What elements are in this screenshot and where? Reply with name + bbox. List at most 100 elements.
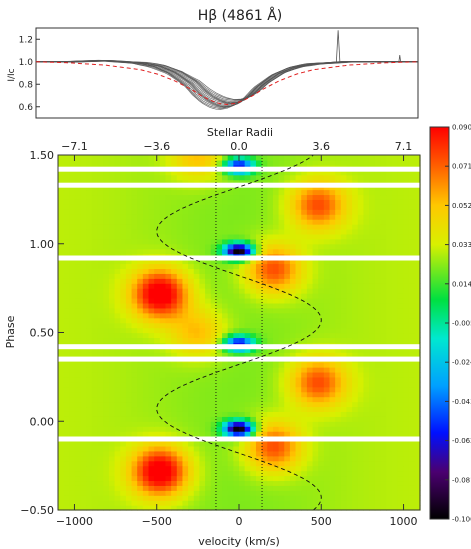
heatmap-cell [131,381,138,388]
heatmap-cell [267,278,274,284]
heatmap-cell [340,362,348,368]
heatmap-cell [103,263,110,269]
heatmap-cell [165,288,172,294]
heatmap-cell [374,273,382,279]
heatmap-cell [80,460,87,467]
heatmap-cell [386,189,393,196]
heatmap-cell [69,401,76,408]
heatmap-cell [91,421,99,427]
heatmap-cell [80,288,87,294]
heatmap-cell [391,460,398,467]
heatmap-cell [386,445,393,452]
heatmap-cell [97,371,104,378]
heatmap-cell [289,283,297,289]
heatmap-cell [363,480,370,486]
heatmap-cell [86,445,93,452]
heatmap-cell [255,243,263,250]
heatmap-cell [346,421,353,427]
heatmap-cell [227,362,234,368]
heatmap-cell [103,189,110,196]
heatmap-cell [74,337,82,343]
heatmap-cell [210,268,217,274]
heatmap-cell [227,219,234,225]
heatmap-cell [165,228,172,235]
heatmap-cell [278,322,285,329]
heatmap-cell [233,470,240,477]
heatmap-cell [233,174,240,181]
heatmap-cell [278,470,285,477]
heatmap-cell [74,302,82,309]
heatmap-cell [114,440,121,447]
heatmap-cell [216,480,223,486]
heatmap-cell [335,371,342,378]
heatmap-cell [125,500,133,506]
heatmap-cell [69,450,76,457]
heatmap-cell [363,179,370,186]
heatmap-cell [120,297,127,304]
heatmap-cell [103,500,110,506]
x-tick-label: −1000 [56,515,93,528]
heatmap-cell [323,396,331,403]
heatmap-cell [80,367,87,373]
heatmap-cell [159,293,167,299]
top-axis-label: Stellar Radii [207,126,273,139]
heatmap-cell [267,199,274,205]
heatmap-cell [142,440,150,447]
heatmap-cell [267,179,274,186]
heatmap-cell [380,258,387,265]
heatmap-cell [278,367,285,373]
heatmap-cell [148,500,155,506]
heatmap-cell [318,278,325,284]
heatmap-cell [335,460,342,467]
heatmap-cell [199,386,206,393]
heatmap-cell [188,224,195,230]
heatmap-cell [199,495,206,501]
heatmap-cell [210,174,217,181]
heatmap-cell [267,421,274,427]
heatmap-cell [357,312,365,319]
profile-line [35,60,419,101]
heatmap-cell [210,367,217,373]
heatmap-cell [227,401,234,408]
heatmap-cell [386,288,393,294]
heatmap-cell [125,367,133,373]
heatmap-cell [193,155,201,161]
heatmap-cell [414,263,421,269]
heatmap-cell [63,362,70,368]
heatmap-cell [171,411,178,417]
heatmap-cell [250,391,257,398]
heatmap-cell [233,219,240,225]
heatmap-cell [397,386,404,393]
heatmap-cell [188,386,195,393]
heatmap-cell [380,362,387,368]
heatmap-cell [165,440,172,447]
heatmap-cell [125,416,133,422]
heatmap-cell [74,470,82,477]
heatmap-cell [408,302,415,309]
heatmap-cell [205,431,212,437]
heatmap-cell [312,426,319,432]
heatmap-cell [289,391,297,398]
heatmap-cell [205,174,212,181]
heatmap-cell [301,199,308,205]
heatmap-cell [318,258,325,265]
heatmap-cell [58,455,65,462]
heatmap-cell [301,327,308,334]
heatmap-cell [250,327,257,334]
heatmap-cell [233,214,240,220]
heatmap-cell [91,189,99,196]
heatmap-cell [357,505,365,511]
heatmap-cell [114,312,121,319]
heatmap-cell [250,371,257,378]
heatmap-cell [408,293,415,299]
heatmap-cell [397,421,404,427]
heatmap-cell [154,179,161,186]
heatmap-cell [289,159,297,166]
heatmap-cell [103,307,110,314]
heatmap-cell [312,396,319,403]
heatmap-cell [58,327,65,334]
heatmap-cell [329,490,336,496]
heatmap-cell [227,243,234,250]
heatmap-cell [374,219,382,225]
heatmap-cell [137,396,144,403]
